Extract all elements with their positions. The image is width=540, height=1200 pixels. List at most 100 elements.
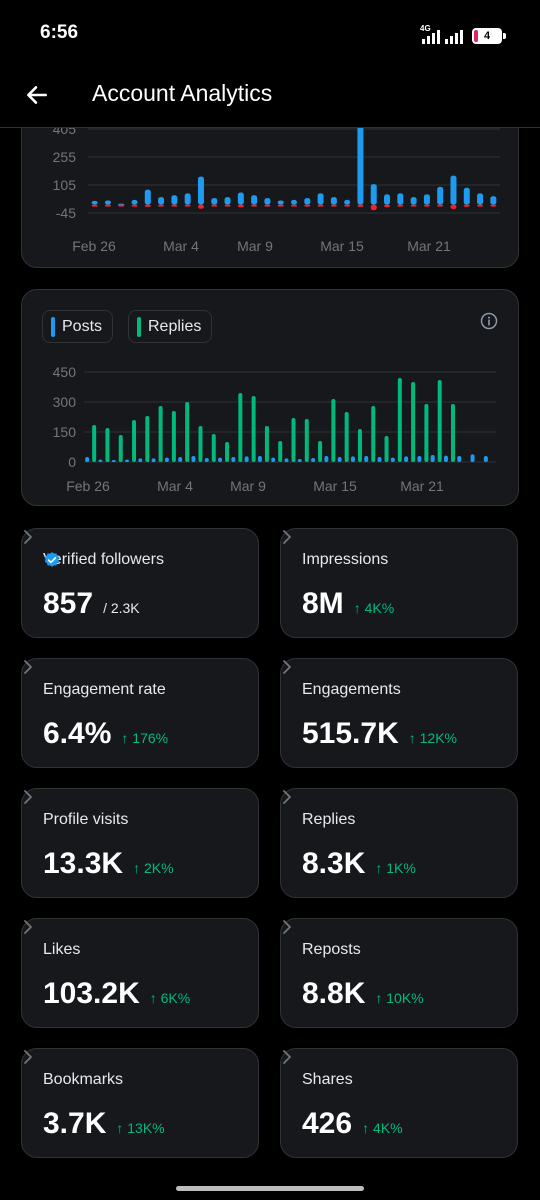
chart-bar[interactable] (410, 197, 417, 205)
chart-bar[interactable] (171, 411, 176, 462)
metric-card-impressions[interactable]: Impressions 8M ↑ 4K% (280, 528, 518, 638)
metric-card-verified-followers[interactable]: Verified followers 857 / 2.3K (21, 528, 259, 638)
chart-bar[interactable] (437, 204, 444, 207)
chart-bar[interactable] (344, 199, 351, 205)
chart-bar[interactable] (477, 193, 484, 205)
metric-card-engagements[interactable]: Engagements 515.7K ↑ 12K% (280, 658, 518, 768)
chart-bar[interactable] (198, 426, 203, 462)
chart-bar[interactable] (237, 204, 244, 208)
chart-bar[interactable] (291, 418, 296, 462)
chart-bar[interactable] (384, 204, 391, 208)
chart-bar[interactable] (158, 204, 165, 207)
chart-bar[interactable] (237, 192, 244, 205)
chart-bar[interactable] (404, 456, 409, 462)
chart-bar[interactable] (490, 196, 497, 205)
chart-bar[interactable] (463, 187, 470, 205)
chart-bar[interactable] (450, 404, 455, 462)
chart-bar[interactable] (357, 204, 364, 207)
chart-bar[interactable] (437, 380, 442, 462)
chart-bar[interactable] (85, 457, 90, 462)
chart-bar[interactable] (304, 198, 311, 205)
metric-card-engagement-rate[interactable]: Engagement rate 6.4% ↑ 176% (21, 658, 259, 768)
chart-bar[interactable] (251, 204, 258, 207)
back-button[interactable] (20, 78, 54, 112)
chart-bar[interactable] (443, 455, 448, 462)
chart-bar[interactable] (178, 457, 183, 462)
chart-bar[interactable] (397, 193, 404, 205)
chart-bar[interactable] (397, 204, 404, 207)
chart-bar[interactable] (251, 396, 256, 462)
chart-bar[interactable] (211, 198, 218, 205)
chart-bar[interactable] (370, 204, 377, 211)
chart-bar[interactable] (297, 459, 302, 462)
chart-bar[interactable] (91, 200, 98, 205)
chart-bar[interactable] (191, 456, 196, 462)
chart-bar[interactable] (277, 200, 284, 205)
chart-bar[interactable] (264, 204, 271, 207)
chart-bar[interactable] (291, 204, 297, 207)
chart-bar[interactable] (224, 204, 231, 207)
legend-replies[interactable]: Replies (128, 310, 213, 343)
chart-bar[interactable] (490, 204, 497, 207)
chart-bar[interactable] (470, 454, 475, 462)
chart-bar[interactable] (384, 194, 391, 205)
chart-bar[interactable] (291, 199, 297, 205)
chart-bar[interactable] (125, 459, 130, 462)
metric-card-shares[interactable]: Shares 426 ↑ 4K% (280, 1048, 518, 1158)
chart-bar[interactable] (284, 458, 289, 462)
chart-bar[interactable] (350, 456, 355, 462)
metric-card-reposts[interactable]: Reposts 8.8K ↑ 10K% (280, 918, 518, 1028)
chart-bar[interactable] (104, 200, 111, 205)
chart-bar[interactable] (377, 457, 382, 462)
chart-bar[interactable] (131, 204, 138, 207)
chart-bar[interactable] (111, 460, 116, 462)
chart-bar[interactable] (437, 186, 444, 205)
chart-bar[interactable] (477, 204, 484, 207)
chart-bar[interactable] (410, 204, 417, 207)
chart-bar[interactable] (185, 402, 190, 462)
chart-bar[interactable] (264, 426, 269, 462)
chart-bar[interactable] (164, 457, 169, 462)
chart-bar[interactable] (244, 456, 249, 462)
chart-bar[interactable] (225, 442, 230, 462)
chart-bar[interactable] (144, 204, 151, 207)
info-icon[interactable] (480, 312, 498, 330)
chart-bar[interactable] (158, 197, 165, 205)
chart-bar[interactable] (370, 184, 377, 205)
chart-bar[interactable] (264, 198, 271, 205)
chart-bar[interactable] (483, 456, 488, 462)
chart-bar[interactable] (91, 204, 98, 207)
chart-bar[interactable] (457, 456, 462, 462)
chart-bar[interactable] (171, 204, 178, 207)
chart-bar[interactable] (384, 436, 389, 462)
chart-bar[interactable] (118, 435, 123, 462)
chart-bar[interactable] (218, 457, 223, 462)
chart-bar[interactable] (423, 204, 430, 207)
chart-bar[interactable] (423, 194, 430, 205)
chart-bar[interactable] (224, 197, 231, 205)
chart-bar[interactable] (211, 434, 216, 462)
chart-bar[interactable] (204, 458, 209, 462)
chart-bar[interactable] (411, 382, 416, 462)
chart-bar[interactable] (257, 456, 262, 462)
chart-bar[interactable] (105, 428, 110, 462)
chart-bar[interactable] (171, 195, 178, 205)
chart-bar[interactable] (330, 197, 337, 205)
chart-bar[interactable] (450, 204, 457, 210)
chart-bar[interactable] (331, 399, 336, 462)
metric-card-bookmarks[interactable]: Bookmarks 3.7K ↑ 13K% (21, 1048, 259, 1158)
chart-bar[interactable] (317, 193, 324, 205)
chart-bar[interactable] (251, 195, 258, 205)
chart-bar[interactable] (337, 457, 342, 462)
chart-bar[interactable] (118, 204, 125, 207)
chart-bar[interactable] (324, 456, 329, 462)
chart-bar[interactable] (397, 378, 402, 462)
legend-posts[interactable]: Posts (42, 310, 114, 343)
chart-bar[interactable] (424, 404, 429, 462)
chart-bar[interactable] (158, 406, 163, 462)
chart-bar[interactable] (317, 204, 324, 207)
chart-bar[interactable] (304, 204, 311, 207)
chart-bar[interactable] (231, 457, 236, 462)
chart-bar[interactable] (430, 455, 435, 462)
chart-bar[interactable] (197, 176, 204, 205)
